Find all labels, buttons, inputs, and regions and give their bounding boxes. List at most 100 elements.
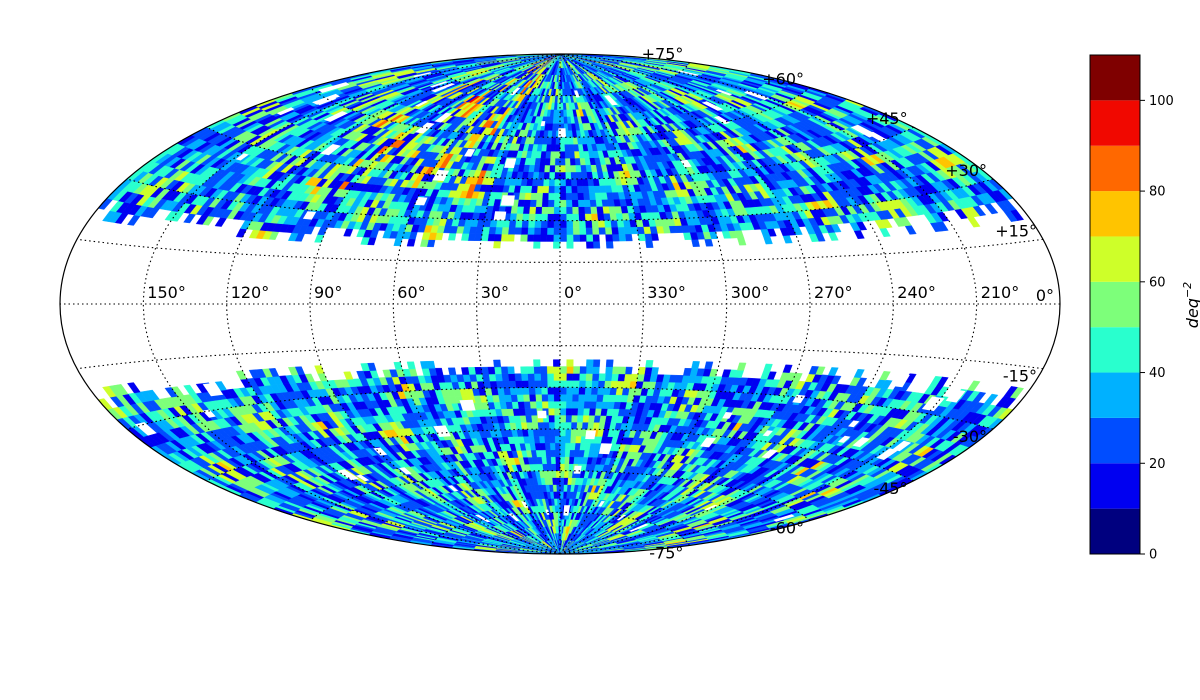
density-cell xyxy=(582,192,590,200)
density-cell xyxy=(545,449,551,458)
density-cell xyxy=(591,220,599,228)
density-cell xyxy=(579,234,587,242)
density-cell xyxy=(529,401,537,409)
density-cell xyxy=(566,227,574,235)
density-cell xyxy=(559,213,567,221)
density-cell xyxy=(566,241,574,249)
density-cell xyxy=(590,387,599,395)
density-cell xyxy=(691,361,700,369)
density-cell xyxy=(827,367,839,376)
density-cell xyxy=(578,220,586,228)
density-cell xyxy=(541,199,549,208)
density-cell xyxy=(645,360,654,368)
density-cell xyxy=(589,199,597,207)
density-cell xyxy=(564,456,570,465)
density-cell xyxy=(528,387,536,395)
density-cell xyxy=(127,214,141,226)
density-cell xyxy=(494,226,503,235)
density-cell xyxy=(603,380,612,388)
density-cell xyxy=(537,428,545,437)
density-cell xyxy=(595,401,603,409)
density-cell xyxy=(610,226,619,235)
density-cell xyxy=(527,373,535,381)
density-cell xyxy=(602,206,610,214)
density-cell xyxy=(553,408,561,416)
density-cell xyxy=(559,456,565,464)
density-cell xyxy=(571,400,579,409)
density-cell xyxy=(549,435,556,444)
density-cell xyxy=(577,206,585,214)
density-cell xyxy=(530,185,538,194)
density-cell xyxy=(540,387,548,395)
density-cell xyxy=(583,394,592,402)
density-cell xyxy=(596,387,605,395)
density-cell xyxy=(607,198,615,207)
density-cell xyxy=(559,428,566,437)
density-cell xyxy=(590,206,598,214)
density-cell xyxy=(565,387,573,395)
density-cell xyxy=(534,380,542,388)
density-cell xyxy=(554,442,561,450)
density-cell xyxy=(559,227,567,235)
density-cell xyxy=(550,463,557,471)
density-cell xyxy=(608,394,616,403)
density-cell xyxy=(571,206,579,214)
density-cell xyxy=(576,415,584,423)
density-cell xyxy=(562,491,568,499)
density-cell xyxy=(559,414,567,423)
density-cell xyxy=(572,373,580,381)
density-cell xyxy=(535,394,543,402)
density-cell xyxy=(608,205,616,214)
density-cell xyxy=(566,366,574,374)
density-cell xyxy=(536,185,544,194)
density-cell xyxy=(565,401,573,409)
density-cell xyxy=(559,192,567,201)
density-cell xyxy=(576,185,584,194)
density-cell xyxy=(571,394,579,402)
density-cell xyxy=(594,408,602,416)
density-cell xyxy=(583,401,591,409)
density-cell xyxy=(461,367,470,375)
density-cell xyxy=(534,213,542,221)
density-cell xyxy=(605,366,613,375)
density-cell xyxy=(523,199,531,207)
density-cell xyxy=(636,373,645,382)
density-cell xyxy=(343,228,354,237)
density-cell xyxy=(553,234,561,242)
density-cell xyxy=(533,241,541,249)
density-cell xyxy=(526,234,535,242)
density-cell xyxy=(967,380,981,392)
density-cell xyxy=(569,442,576,451)
density-cell xyxy=(183,213,197,224)
density-cell xyxy=(343,371,354,380)
density-cell xyxy=(531,421,539,430)
density-cell xyxy=(610,219,618,228)
density-cell xyxy=(542,421,550,430)
density-cell xyxy=(568,463,574,471)
density-cell xyxy=(565,185,572,194)
density-cell xyxy=(853,368,865,379)
density-cell xyxy=(582,408,590,416)
density-cell xyxy=(563,484,568,492)
density-cell xyxy=(533,366,541,374)
density-cell xyxy=(578,373,587,381)
density-cell xyxy=(577,199,585,207)
density-cell xyxy=(570,414,578,423)
density-cell xyxy=(600,192,608,200)
density-cell xyxy=(515,213,524,221)
density-cell xyxy=(526,366,535,374)
density-cell xyxy=(570,185,578,194)
density-cell xyxy=(624,366,633,375)
density-cell xyxy=(597,380,606,388)
density-cell xyxy=(637,366,646,375)
density-cell xyxy=(500,233,509,242)
density-cell xyxy=(609,387,617,396)
density-cell xyxy=(530,408,538,416)
density-cell xyxy=(535,401,543,409)
density-cell xyxy=(577,394,585,402)
density-cell xyxy=(528,206,537,214)
density-cell xyxy=(539,234,548,242)
density-cell xyxy=(559,206,567,214)
density-cell xyxy=(644,233,653,241)
density-cell xyxy=(565,394,573,402)
